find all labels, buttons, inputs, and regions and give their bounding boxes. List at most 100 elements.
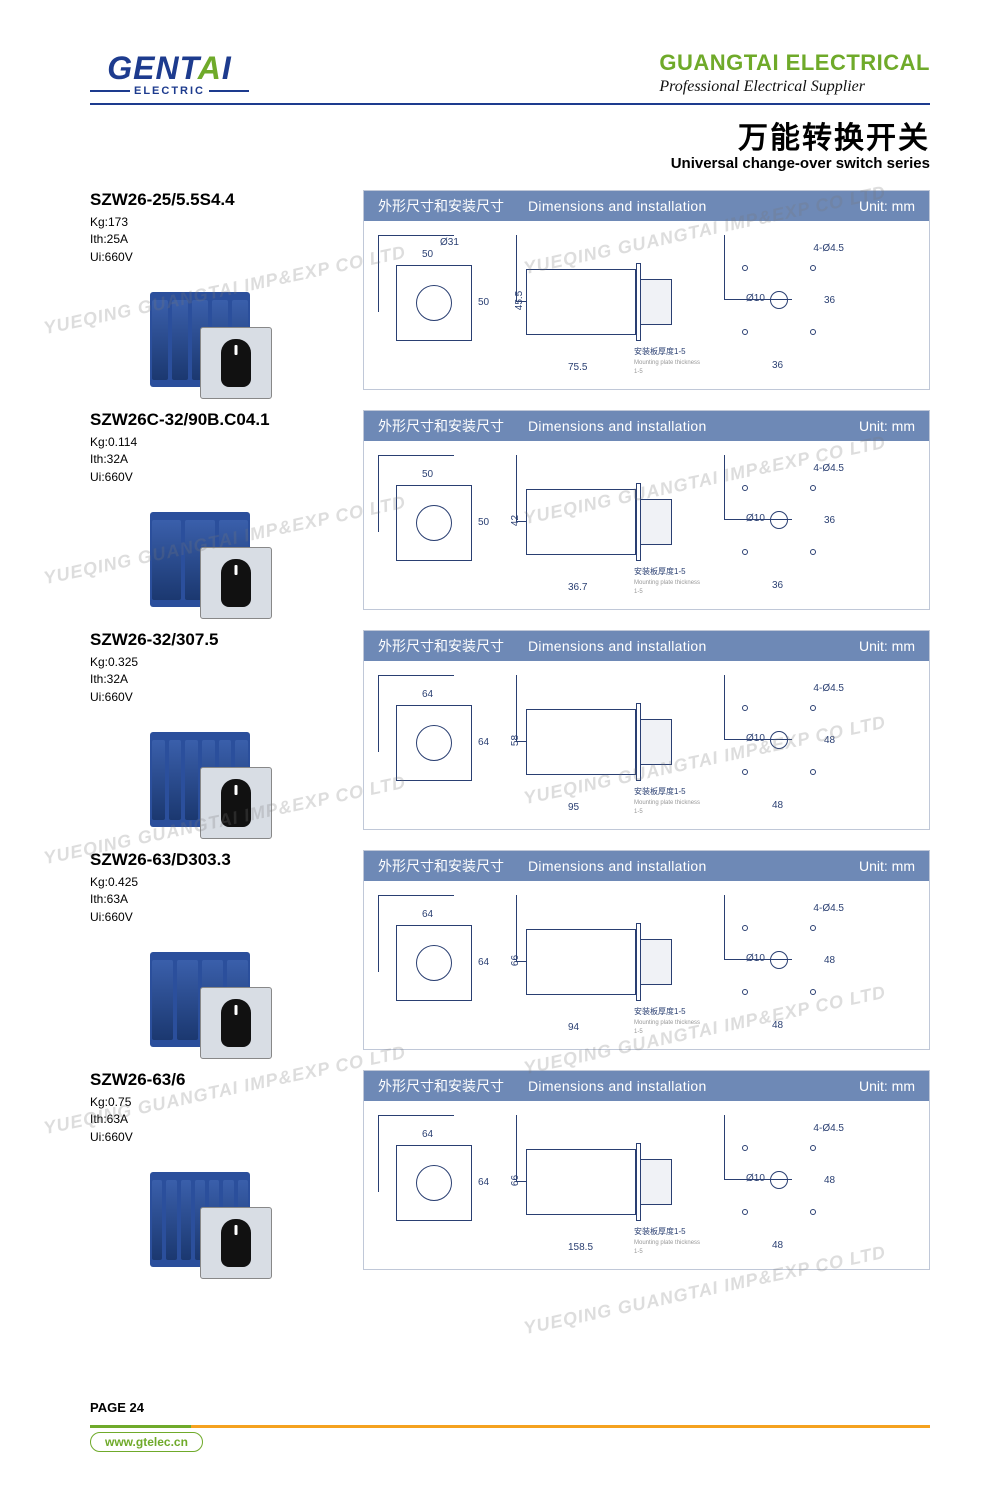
- dim-front-w: 50: [422, 249, 433, 260]
- dim-front-w: 64: [422, 1129, 433, 1140]
- dim-side-d: 36.7: [568, 582, 587, 593]
- side-view: 58 95 安装板厚度1-5Mounting plate thickness 1…: [516, 675, 706, 821]
- shaft-spec: Ø10: [746, 513, 765, 524]
- product-info: SZW26-32/307.5 Kg:0.325 Ith:32A Ui:660V: [90, 630, 345, 830]
- company-block: GUANGTAI ELECTRICAL Professional Electri…: [659, 50, 930, 96]
- front-view: 50 50 Ø31: [378, 235, 498, 381]
- dim-side-d: 94: [568, 1022, 579, 1033]
- brand-logo: GENTAI ELECTRIC: [90, 50, 249, 97]
- product-spec-ith: Ith:32A: [90, 671, 345, 688]
- diagram-header-unit: Unit: mm: [859, 638, 915, 654]
- product-spec-ith: Ith:32A: [90, 451, 345, 468]
- product-spec-ui: Ui:660V: [90, 469, 345, 486]
- header-rule: [90, 103, 930, 105]
- product-spec-kg: Kg:0.75: [90, 1094, 345, 1111]
- dim-front-h: 64: [478, 957, 489, 968]
- side-view: 66 94 安装板厚度1-5Mounting plate thickness 1…: [516, 895, 706, 1041]
- diagram-panel: 外形尺寸和安装尺寸 Dimensions and installation Un…: [363, 190, 930, 390]
- hole-spec: 4-Ø4.5: [813, 1123, 844, 1134]
- website-badge: www.gtelec.cn: [90, 1432, 203, 1452]
- product-row: SZW26C-32/90B.C04.1 Kg:0.114 Ith:32A Ui:…: [90, 410, 930, 610]
- product-info: SZW26-63/6 Kg:0.75 Ith:63A Ui:660V: [90, 1070, 345, 1270]
- product-row: SZW26-63/D303.3 Kg:0.425 Ith:63A Ui:660V…: [90, 850, 930, 1050]
- logo-main-text: GENTAI: [107, 50, 232, 87]
- product-spec-ui: Ui:660V: [90, 1129, 345, 1146]
- front-view: 64 64: [378, 675, 498, 821]
- mount-note: 安装板厚度1-5Mounting plate thickness 1-5: [634, 566, 706, 595]
- dim-mount-h: 36: [824, 515, 835, 526]
- front-view: 50 50: [378, 455, 498, 601]
- dim-side-d: 75.5: [568, 362, 587, 373]
- dim-side-h: 58: [510, 735, 521, 746]
- dim-front-circ: Ø31: [440, 237, 459, 248]
- diagram-panel: 外形尺寸和安装尺寸 Dimensions and installation Un…: [363, 630, 930, 830]
- diagram-header: 外形尺寸和安装尺寸 Dimensions and installation Un…: [364, 191, 929, 221]
- mount-note: 安装板厚度1-5Mounting plate thickness 1-5: [634, 1226, 706, 1255]
- diagram-header-cn: 外形尺寸和安装尺寸: [378, 1076, 504, 1096]
- dim-front-h: 64: [478, 737, 489, 748]
- product-spec-ui: Ui:660V: [90, 909, 345, 926]
- dim-front-w: 64: [422, 909, 433, 920]
- hole-spec: 4-Ø4.5: [813, 243, 844, 254]
- diagram-body: 50 50 Ø31 45.5 75.5 安装板厚度1-5Mounting pla…: [364, 221, 929, 389]
- product-image: [130, 932, 290, 1082]
- diagram-header-en: Dimensions and installation: [528, 418, 835, 434]
- diagram-header-en: Dimensions and installation: [528, 198, 835, 214]
- diagram-header: 外形尺寸和安装尺寸 Dimensions and installation Un…: [364, 411, 929, 441]
- company-tagline: Professional Electrical Supplier: [659, 78, 930, 96]
- product-spec-ith: Ith:63A: [90, 1111, 345, 1128]
- dim-mount-w: 48: [772, 1020, 783, 1031]
- diagram-header-en: Dimensions and installation: [528, 1078, 835, 1094]
- product-info: SZW26C-32/90B.C04.1 Kg:0.114 Ith:32A Ui:…: [90, 410, 345, 610]
- front-view: 64 64: [378, 1115, 498, 1261]
- product-spec-ui: Ui:660V: [90, 249, 345, 266]
- diagram-header-cn: 外形尺寸和安装尺寸: [378, 856, 504, 876]
- company-name: GUANGTAI ELECTRICAL: [659, 50, 930, 76]
- front-view: 64 64: [378, 895, 498, 1041]
- page-footer: PAGE 24 www.gtelec.cn: [90, 1400, 930, 1452]
- page-number: PAGE 24: [90, 1400, 930, 1415]
- dim-mount-h: 36: [824, 295, 835, 306]
- shaft-spec: Ø10: [746, 293, 765, 304]
- product-row: SZW26-25/5.5S4.4 Kg:173 Ith:25A Ui:660V …: [90, 190, 930, 390]
- diagram-header-unit: Unit: mm: [859, 1078, 915, 1094]
- dim-front-h: 50: [478, 517, 489, 528]
- dim-mount-w: 48: [772, 800, 783, 811]
- dim-front-w: 50: [422, 469, 433, 480]
- side-view: 45.5 75.5 安装板厚度1-5Mounting plate thickne…: [516, 235, 706, 381]
- diagram-body: 64 64 58 95 安装板厚度1-5Mounting plate thick…: [364, 661, 929, 829]
- diagram-header-cn: 外形尺寸和安装尺寸: [378, 416, 504, 436]
- side-view: 42 36.7 安装板厚度1-5Mounting plate thickness…: [516, 455, 706, 601]
- diagram-header-en: Dimensions and installation: [528, 638, 835, 654]
- dim-front-w: 64: [422, 689, 433, 700]
- mount-view: 4-Ø4.5 Ø10 48 48: [724, 1115, 854, 1261]
- shaft-spec: Ø10: [746, 1173, 765, 1184]
- product-row: SZW26-32/307.5 Kg:0.325 Ith:32A Ui:660V …: [90, 630, 930, 830]
- product-image: [130, 712, 290, 862]
- logo-sub-text: ELECTRIC: [90, 85, 249, 97]
- product-image: [130, 492, 290, 642]
- product-spec-kg: Kg:0.114: [90, 434, 345, 451]
- dim-mount-w: 48: [772, 1240, 783, 1251]
- dim-mount-h: 48: [824, 1175, 835, 1186]
- shaft-spec: Ø10: [746, 733, 765, 744]
- dim-mount-w: 36: [772, 580, 783, 591]
- product-info: SZW26-25/5.5S4.4 Kg:173 Ith:25A Ui:660V: [90, 190, 345, 390]
- dim-front-h: 50: [478, 297, 489, 308]
- product-info: SZW26-63/D303.3 Kg:0.425 Ith:63A Ui:660V: [90, 850, 345, 1050]
- diagram-panel: 外形尺寸和安装尺寸 Dimensions and installation Un…: [363, 1070, 930, 1270]
- shaft-spec: Ø10: [746, 953, 765, 964]
- product-spec-ui: Ui:660V: [90, 689, 345, 706]
- dim-side-d: 158.5: [568, 1242, 593, 1253]
- diagram-header-cn: 外形尺寸和安装尺寸: [378, 196, 504, 216]
- dim-mount-w: 36: [772, 360, 783, 371]
- product-spec-kg: Kg:0.325: [90, 654, 345, 671]
- diagram-body: 64 64 66 94 安装板厚度1-5Mounting plate thick…: [364, 881, 929, 1049]
- diagram-header: 外形尺寸和安装尺寸 Dimensions and installation Un…: [364, 1071, 929, 1101]
- mount-view: 4-Ø4.5 Ø10 48 48: [724, 675, 854, 821]
- side-view: 66 158.5 安装板厚度1-5Mounting plate thicknes…: [516, 1115, 706, 1261]
- diagram-panel: 外形尺寸和安装尺寸 Dimensions and installation Un…: [363, 850, 930, 1050]
- dim-side-h: 66: [510, 1175, 521, 1186]
- mount-note: 安装板厚度1-5Mounting plate thickness 1-5: [634, 1006, 706, 1035]
- diagram-header-cn: 外形尺寸和安装尺寸: [378, 636, 504, 656]
